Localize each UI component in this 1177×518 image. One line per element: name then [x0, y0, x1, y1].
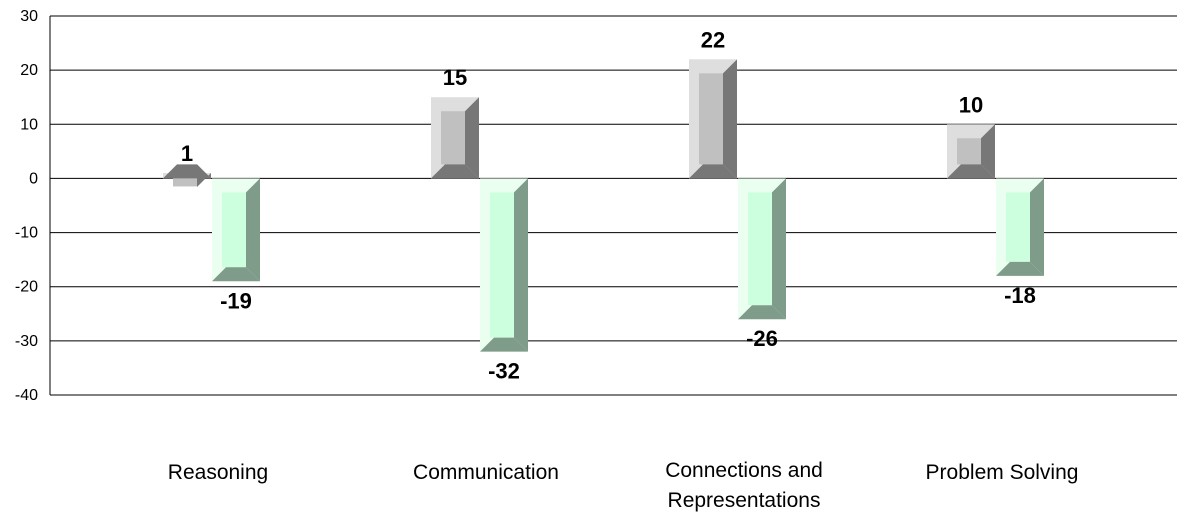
- y-tick-label: 0: [29, 170, 38, 187]
- bar: [689, 59, 737, 179]
- data-label: 22: [701, 27, 725, 52]
- y-tick-label: 30: [20, 8, 38, 25]
- bar-side: [465, 97, 479, 179]
- bar-face: [441, 111, 465, 165]
- x-category-label: Problem Solving: [926, 461, 1079, 484]
- bars: 1 15 22 10 -19 -32 -26 -18: [163, 27, 1044, 384]
- bar: [996, 178, 1044, 276]
- bar-bottom: [947, 164, 995, 179]
- bar-face: [490, 192, 514, 338]
- x-axis-labels: Reasoning Communication Connections and Rep…: [168, 459, 1079, 512]
- bar: [480, 178, 528, 352]
- bar-face: [222, 192, 246, 268]
- bar-bottom: [480, 337, 528, 352]
- data-label: 15: [443, 65, 467, 90]
- y-tick-label: -10: [15, 225, 38, 242]
- bar-bottom: [996, 261, 1044, 276]
- bar-side: [246, 178, 260, 282]
- bar-bottom: [738, 305, 786, 320]
- bar-bottom: [163, 164, 211, 179]
- y-tick-label: 20: [20, 62, 38, 79]
- bar-bottom: [212, 267, 260, 282]
- bar-face: [699, 73, 723, 165]
- bar: [163, 164, 211, 188]
- bar-side: [514, 178, 528, 352]
- bar-side: [723, 59, 737, 179]
- bar: [212, 178, 260, 282]
- bar-side: [1030, 178, 1044, 276]
- x-category-label: Communication: [413, 461, 559, 484]
- data-label: 1: [181, 141, 193, 166]
- y-tick-label: -40: [15, 387, 38, 404]
- bar: [431, 97, 479, 179]
- y-tick-label: -30: [15, 333, 38, 350]
- data-label: -19: [220, 288, 252, 313]
- data-label: -26: [746, 326, 778, 351]
- data-label: 10: [959, 92, 983, 117]
- bar-face: [1006, 192, 1030, 262]
- bar-bottom: [431, 164, 479, 179]
- y-axis: 30 20 10 0 -10 -20 -30 -40: [15, 8, 51, 404]
- bar: [947, 124, 995, 179]
- bar-bottom: [689, 164, 737, 179]
- bar: [738, 178, 786, 320]
- bar-face: [748, 192, 772, 306]
- data-label: -32: [488, 359, 520, 384]
- bar-side: [772, 178, 786, 320]
- data-label: -18: [1004, 283, 1036, 308]
- y-tick-label: 10: [20, 116, 38, 133]
- bar-face: [957, 138, 981, 165]
- y-tick-label: -20: [15, 279, 38, 296]
- bar-side: [981, 124, 995, 179]
- x-category-label: Reasoning: [168, 461, 268, 484]
- x-category-label: Connections and Representations: [665, 459, 823, 512]
